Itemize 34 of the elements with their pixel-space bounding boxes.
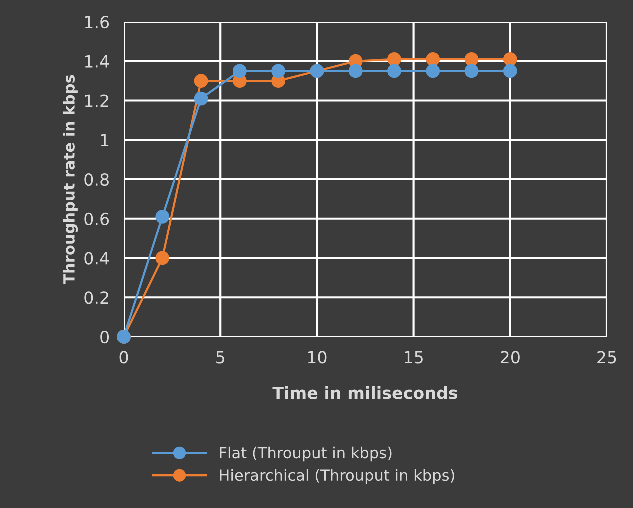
point bbox=[348, 64, 363, 78]
point bbox=[503, 52, 518, 66]
point bbox=[194, 92, 208, 106]
point bbox=[232, 64, 247, 78]
y-tick-label: 0.8 bbox=[84, 173, 109, 186]
legend-label: Flat (Throuput in kbps) bbox=[220, 446, 392, 462]
y-tick-label: 1.2 bbox=[85, 94, 108, 108]
y-tick-label: 0.4 bbox=[84, 252, 110, 265]
point bbox=[464, 52, 479, 66]
x-tick-label: 5 bbox=[216, 351, 224, 364]
x-tick-label: 10 bbox=[308, 351, 327, 364]
point bbox=[503, 64, 518, 78]
x-tick-label: 25 bbox=[598, 351, 616, 364]
point bbox=[388, 52, 402, 66]
y-tick-label: 0 bbox=[100, 330, 110, 344]
x-axis-title: Time in miliseconds bbox=[272, 386, 458, 400]
point bbox=[388, 64, 402, 78]
y-tick-label: 0.2 bbox=[84, 292, 108, 304]
x-tick-label: 20 bbox=[501, 351, 520, 364]
x-tick-label: 0 bbox=[120, 351, 128, 364]
y-axis-title: Throughput rate in kbps bbox=[63, 75, 78, 284]
point bbox=[156, 210, 170, 224]
point bbox=[272, 64, 286, 78]
legend-label: Hierarchical (Throuput in kbps) bbox=[220, 469, 454, 484]
point bbox=[156, 251, 170, 266]
point bbox=[464, 64, 479, 78]
y-tick-label: 1.4 bbox=[85, 56, 110, 68]
x-tick-label: 15 bbox=[405, 351, 423, 364]
y-tick-label: 0.6 bbox=[84, 212, 110, 226]
y-tick-label: 1 bbox=[101, 134, 109, 146]
point bbox=[194, 74, 208, 88]
point bbox=[426, 52, 440, 66]
y-tick-label: 1.6 bbox=[85, 16, 110, 29]
point bbox=[426, 64, 440, 78]
